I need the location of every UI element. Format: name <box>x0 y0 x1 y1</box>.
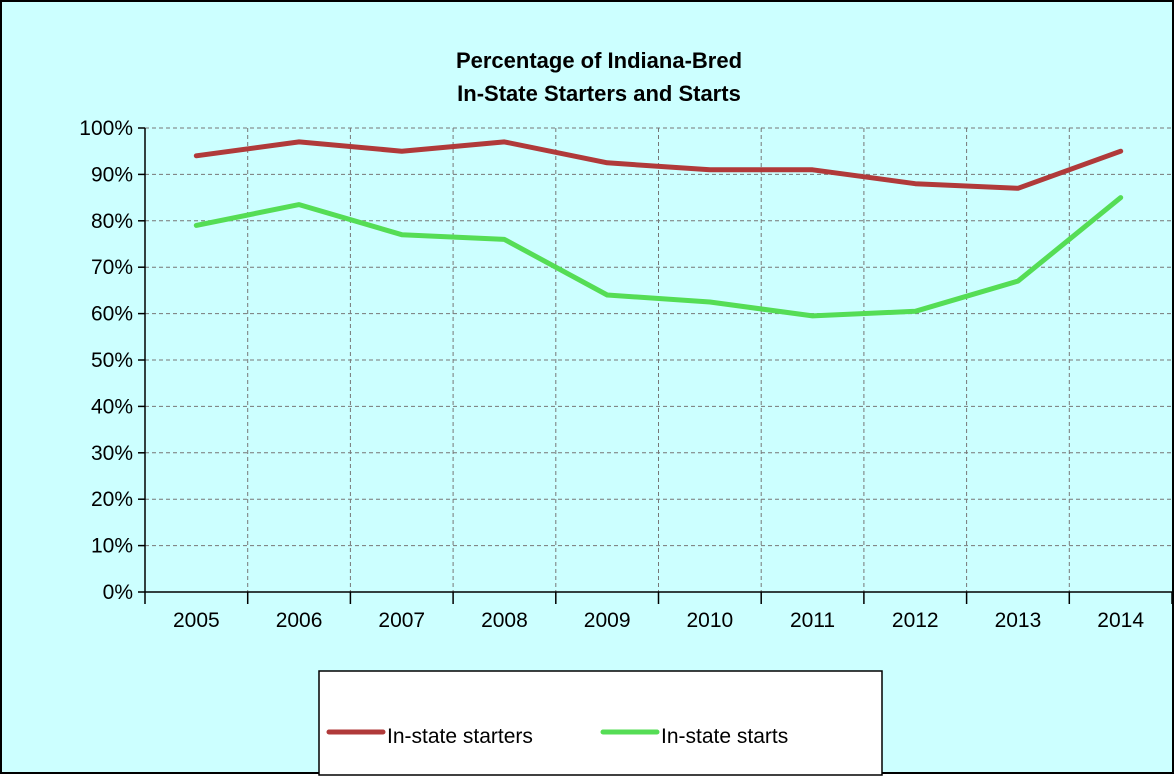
y-tick-label: 50% <box>91 349 133 372</box>
y-tick-label: 100% <box>79 117 133 140</box>
gridlines <box>145 127 1172 592</box>
series-line-in-state-starters <box>193 139 1124 191</box>
y-tick-label: 30% <box>91 442 133 465</box>
y-tick-label: 40% <box>91 395 133 418</box>
x-tick-label: 2007 <box>378 609 425 632</box>
series-lines <box>193 139 1124 319</box>
y-tick-label: 60% <box>91 303 133 326</box>
x-tick-label: 2006 <box>276 609 323 632</box>
legend-box <box>318 670 883 776</box>
axes <box>138 127 1173 604</box>
y-tick-label: 20% <box>91 488 133 511</box>
y-tick-label: 10% <box>91 535 133 558</box>
y-tick-label: 0% <box>103 581 133 604</box>
y-tick-label: 90% <box>91 163 133 186</box>
x-tick-label: 2008 <box>481 609 528 632</box>
legend: In-state starters In-state starts <box>318 670 883 776</box>
y-tick-label: 70% <box>91 256 133 279</box>
x-tick-label: 2010 <box>686 609 733 632</box>
x-tick-label: 2014 <box>1097 609 1144 632</box>
x-tick-label: 2009 <box>584 609 631 632</box>
x-tick-label: 2005 <box>173 609 220 632</box>
y-tick-label: 80% <box>91 210 133 233</box>
series-line-in-state-starts <box>193 195 1124 319</box>
x-tick-label: 2011 <box>790 609 835 632</box>
legend-label-in-state-starts: In-state starts <box>661 725 788 748</box>
chart-title-line-2: In-State Starters and Starts <box>457 81 741 106</box>
tick-labels: 0% 10% 20% 30% 40% 50% 60% 70% 80% 90% 100% 2005 200… <box>79 117 1144 632</box>
x-tick-label: 2013 <box>995 609 1042 632</box>
chart-title-line-1: Percentage of Indiana-Bred <box>456 48 742 73</box>
legend-label-in-state-starters: In-state starters <box>387 725 533 748</box>
x-tick-label: 2012 <box>892 609 939 632</box>
